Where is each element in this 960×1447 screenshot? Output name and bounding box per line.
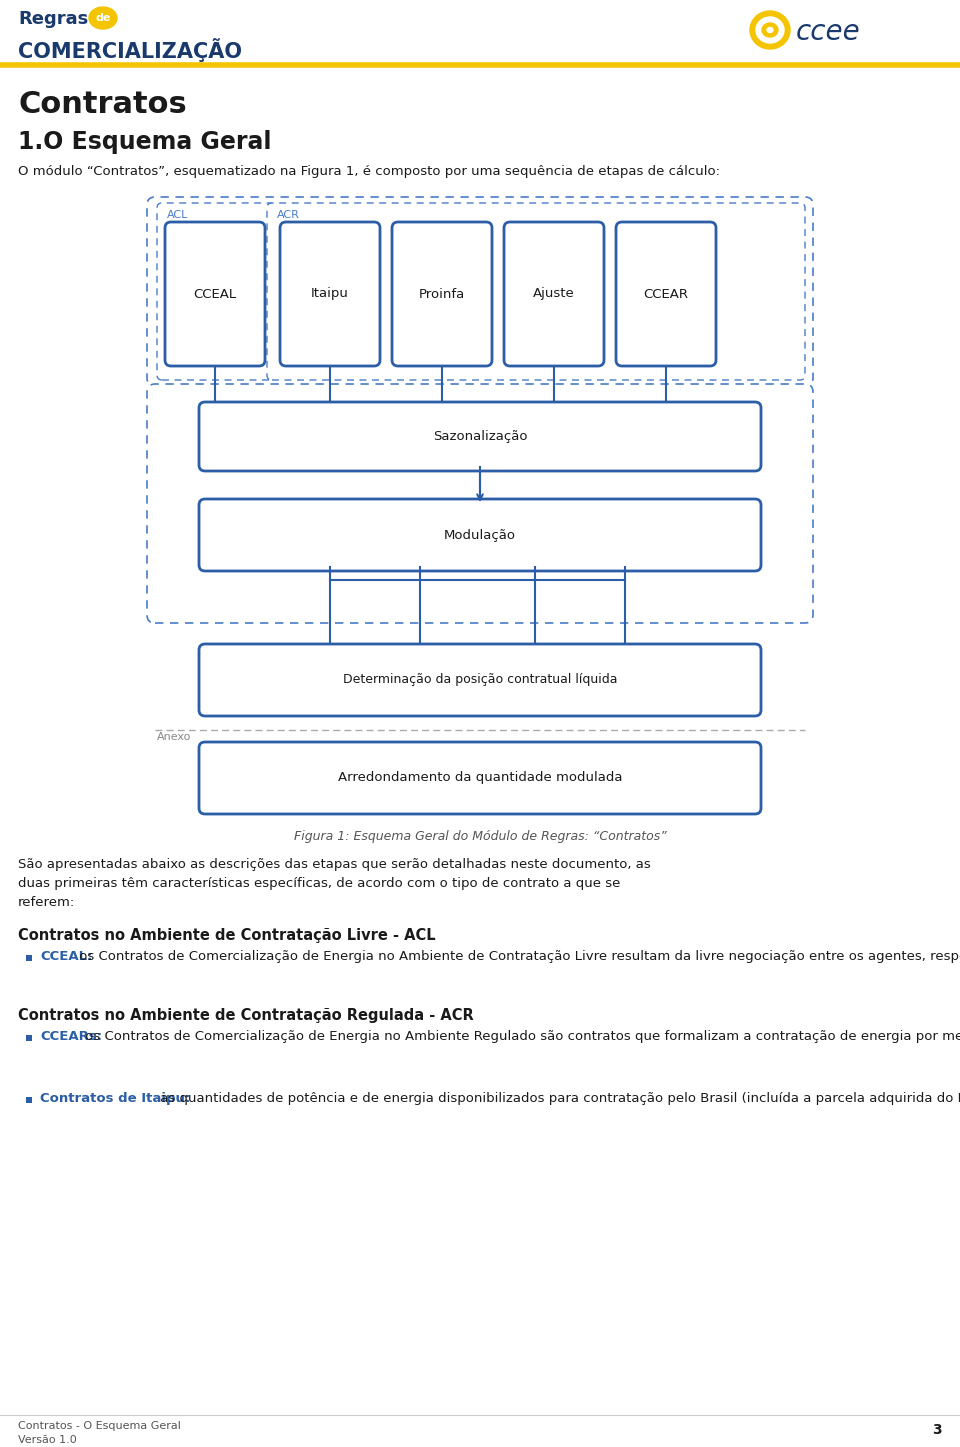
Text: Arredondamento da quantidade modulada: Arredondamento da quantidade modulada xyxy=(338,771,622,784)
Ellipse shape xyxy=(756,17,784,43)
Text: Versão 1.0: Versão 1.0 xyxy=(18,1435,77,1446)
FancyBboxPatch shape xyxy=(392,221,492,366)
Text: CCEAL: CCEAL xyxy=(193,288,236,301)
FancyBboxPatch shape xyxy=(199,644,761,716)
Ellipse shape xyxy=(89,7,117,29)
Ellipse shape xyxy=(750,12,790,49)
Ellipse shape xyxy=(767,27,773,32)
FancyBboxPatch shape xyxy=(26,1097,32,1103)
Text: Contratos no Ambiente de Contratação Livre - ACL: Contratos no Ambiente de Contratação Liv… xyxy=(18,928,436,943)
Text: Contratos de Itaipu:: Contratos de Itaipu: xyxy=(40,1092,190,1106)
Text: Proinfa: Proinfa xyxy=(419,288,466,301)
FancyBboxPatch shape xyxy=(199,402,761,472)
FancyBboxPatch shape xyxy=(267,203,805,381)
FancyBboxPatch shape xyxy=(504,221,604,366)
Text: COMERCIALIZAÇÃO: COMERCIALIZAÇÃO xyxy=(18,38,242,62)
Text: Ajuste: Ajuste xyxy=(533,288,575,301)
Text: Contratos: Contratos xyxy=(18,90,187,119)
FancyBboxPatch shape xyxy=(157,203,275,381)
Text: Modulação: Modulação xyxy=(444,528,516,541)
Text: os Contratos de Comercialização de Energia no Ambiente Regulado são contratos qu: os Contratos de Comercialização de Energ… xyxy=(81,1030,960,1043)
Text: Determinação da posição contratual líquida: Determinação da posição contratual líqui… xyxy=(343,673,617,686)
Text: 1.O Esquema Geral: 1.O Esquema Geral xyxy=(18,130,272,153)
FancyBboxPatch shape xyxy=(280,221,380,366)
Text: O módulo “Contratos”, esquematizado na Figura 1, é composto por uma sequência de: O módulo “Contratos”, esquematizado na F… xyxy=(18,165,720,178)
FancyBboxPatch shape xyxy=(199,499,761,572)
Text: Contratos - O Esquema Geral: Contratos - O Esquema Geral xyxy=(18,1421,180,1431)
Text: Sazonalização: Sazonalização xyxy=(433,430,527,443)
Text: 3: 3 xyxy=(932,1422,942,1437)
Text: Figura 1: Esquema Geral do Módulo de Regras: “Contratos”: Figura 1: Esquema Geral do Módulo de Reg… xyxy=(294,831,666,844)
Text: Anexo: Anexo xyxy=(157,732,191,742)
Text: Regras: Regras xyxy=(18,10,88,27)
Text: os Contratos de Comercialização de Energia no Ambiente de Contratação Livre resu: os Contratos de Comercialização de Energ… xyxy=(75,951,960,964)
Text: CCEARs:: CCEARs: xyxy=(40,1030,102,1043)
Text: Itaipu: Itaipu xyxy=(311,288,348,301)
Text: ACL: ACL xyxy=(167,210,188,220)
Text: ccee: ccee xyxy=(796,17,861,46)
FancyBboxPatch shape xyxy=(26,955,32,961)
Text: ACR: ACR xyxy=(277,210,300,220)
Text: Contratos no Ambiente de Contratação Regulada - ACR: Contratos no Ambiente de Contratação Reg… xyxy=(18,1009,473,1023)
Text: CCEAR: CCEAR xyxy=(643,288,688,301)
Text: de: de xyxy=(95,13,110,23)
FancyBboxPatch shape xyxy=(199,742,761,815)
Text: São apresentadas abaixo as descrições das etapas que serão detalhadas neste docu: São apresentadas abaixo as descrições da… xyxy=(18,858,651,909)
FancyBboxPatch shape xyxy=(147,197,813,386)
FancyBboxPatch shape xyxy=(165,221,265,366)
Text: CCEAL:: CCEAL: xyxy=(40,951,92,964)
FancyBboxPatch shape xyxy=(26,1035,32,1040)
Ellipse shape xyxy=(762,23,778,38)
FancyBboxPatch shape xyxy=(147,383,813,624)
FancyBboxPatch shape xyxy=(616,221,716,366)
Text: as quantidades de potência e de energia disponibilizados para contratação pelo B: as quantidades de potência e de energia … xyxy=(156,1092,960,1106)
